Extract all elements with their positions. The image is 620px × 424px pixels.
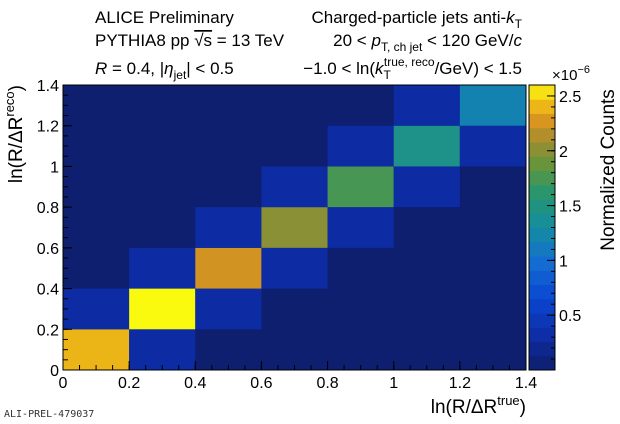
annotation-jet-radius: R = 0.4, |ηjet| < 0.5 xyxy=(95,59,234,82)
colorbar-step xyxy=(529,270,555,285)
y-axis-ticks: 0 0.2 0.4 0.6 0.8 1 1.2 1.4 xyxy=(37,78,72,380)
x-tick-label: 1 xyxy=(389,375,398,392)
heatmap-cell xyxy=(195,247,262,289)
y-tick-label: 0 xyxy=(50,363,59,380)
heatmap-cell xyxy=(195,288,262,330)
colorbar-step xyxy=(529,256,555,271)
heatmap-cell xyxy=(459,125,526,167)
colorbar-step xyxy=(529,227,555,243)
heatmap-cell xyxy=(63,288,130,330)
colorbar-tick-label: 2.5 xyxy=(559,89,581,106)
heatmap-cell xyxy=(261,247,328,289)
colorbar-tick-label: 1 xyxy=(559,253,568,270)
annotation-alice-preliminary: ALICE Preliminary xyxy=(95,8,234,27)
y-tick-label: 1 xyxy=(50,159,59,176)
colorbar-label: Normalized Counts xyxy=(598,89,619,251)
colorbar-step xyxy=(529,355,555,371)
colorbar-step xyxy=(529,341,555,357)
y-tick-label: 1.2 xyxy=(37,119,59,136)
heatmap-cell xyxy=(129,288,196,330)
colorbar-step xyxy=(529,170,555,186)
header-annotations: ALICE Preliminary PYTHIA8 pp √s = 13 TeV… xyxy=(95,8,523,82)
x-tick-label: 0.6 xyxy=(250,375,272,392)
annotation-collision-system: PYTHIA8 pp √s = 13 TeV xyxy=(95,31,285,50)
colorbar-step xyxy=(529,199,555,214)
x-tick-label: 0.4 xyxy=(184,375,206,392)
x-tick-label: 1.2 xyxy=(449,375,471,392)
colorbar-tick-label: 1.5 xyxy=(559,199,581,216)
y-tick-label: 1.4 xyxy=(37,78,59,95)
heatmap-cell xyxy=(195,207,262,248)
heatmap-cell xyxy=(459,85,526,126)
colorbar-steps xyxy=(529,85,555,371)
y-tick-label: 0.2 xyxy=(37,322,59,339)
annotation-pt-range: 20 < pT, ch jet < 120 GeV/c xyxy=(333,31,522,54)
annotation-jet-definition: Charged-particle jets anti-kT xyxy=(312,8,523,31)
colorbar-step xyxy=(529,327,555,342)
heatmap-cell xyxy=(393,166,460,208)
heatmap-cell xyxy=(327,166,394,208)
x-tick-label: 0.2 xyxy=(118,375,140,392)
colorbar-exponent-label: ×10−6 xyxy=(552,64,590,84)
colorbar-step xyxy=(529,298,555,314)
colorbar-step xyxy=(529,184,555,200)
y-tick-label: 0.6 xyxy=(37,241,59,258)
x-tick-label: 0 xyxy=(59,375,68,392)
heatmap-cells xyxy=(63,85,526,370)
heatmap-cell xyxy=(129,247,196,289)
colorbar-step xyxy=(529,241,555,257)
heatmap-cell xyxy=(393,125,460,167)
heatmap-cell xyxy=(393,85,460,126)
colorbar-step xyxy=(529,85,555,100)
watermark-label: ALI-PREL-479037 xyxy=(4,409,94,420)
y-axis-label: ln(R/ΔRreco) xyxy=(2,85,27,183)
colorbar-step xyxy=(529,113,555,129)
colorbar-tick-label: 2 xyxy=(559,144,568,161)
colorbar-step xyxy=(529,213,555,228)
colorbar-step xyxy=(529,99,555,114)
colorbar-step xyxy=(529,142,555,157)
y-tick-label: 0.8 xyxy=(37,200,59,217)
x-axis-ticks: 0 0.2 0.4 0.6 0.8 1 1.2 1.4 xyxy=(59,361,537,392)
x-axis-label: ln(R/ΔRtrue) xyxy=(431,393,526,418)
colorbar-tick-label: 0.5 xyxy=(559,308,581,325)
colorbar-step xyxy=(529,156,555,171)
plot-area: 0 0.2 0.4 0.6 0.8 1 1.2 1.4 0 0.2 0.4 0.6 0.8 1 1.2 1.… xyxy=(37,78,537,392)
colorbar-step xyxy=(529,127,555,143)
heatmap-cell xyxy=(327,125,394,167)
heatmap-cell xyxy=(261,166,328,208)
heatmap-cell xyxy=(129,329,196,370)
x-tick-label: 1.4 xyxy=(515,375,537,392)
colorbar-ticks: 0.5 1 1.5 2 2.5 xyxy=(547,84,581,360)
heatmap-cell xyxy=(63,329,130,370)
colorbar-step xyxy=(529,313,555,328)
heatmap-cell xyxy=(327,207,394,248)
colorbar-step xyxy=(529,284,555,300)
x-tick-label: 0.8 xyxy=(316,375,338,392)
heatmap-cell xyxy=(261,207,328,248)
colorbar: 0.5 1 1.5 2 2.5 xyxy=(528,84,581,371)
annotation-kt-range: −1.0 < ln(kTtrue, reco/GeV) < 1.5 xyxy=(303,55,522,82)
y-tick-label: 0.4 xyxy=(37,282,59,299)
